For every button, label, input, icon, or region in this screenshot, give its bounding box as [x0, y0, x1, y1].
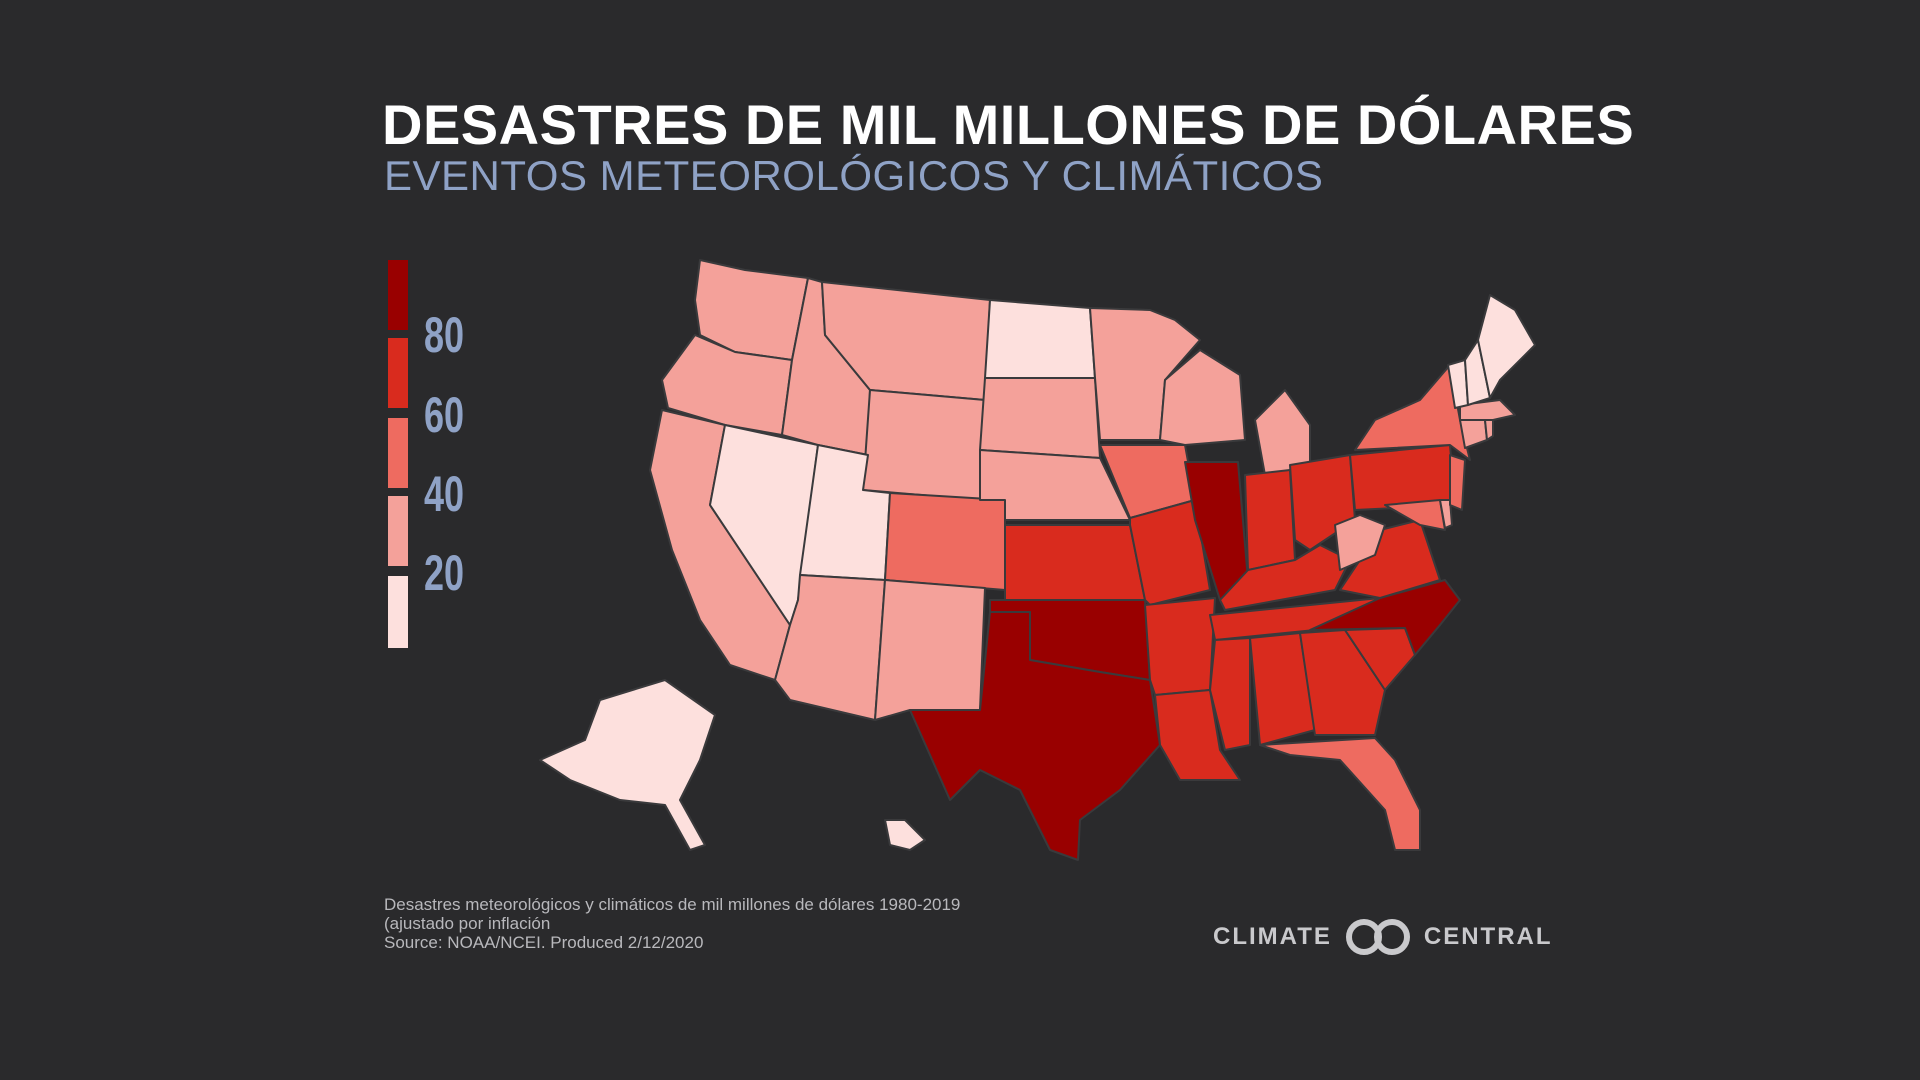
state-IN — [1244, 469, 1296, 571]
state-DE — [1439, 499, 1453, 529]
legend-label-80: 80 — [424, 307, 465, 363]
state-RI — [1484, 419, 1494, 441]
state-FL — [1259, 737, 1421, 851]
legend-swatch-1 — [388, 576, 408, 648]
state-ND — [984, 299, 1096, 379]
state-WI — [1159, 349, 1246, 446]
state-MA — [1459, 399, 1516, 421]
state-MS — [1209, 637, 1251, 751]
legend-swatch-4 — [388, 338, 408, 408]
state-WY — [862, 389, 986, 501]
state-SD — [979, 377, 1101, 459]
legend-label-40: 40 — [424, 466, 465, 522]
legend-label-20: 20 — [424, 545, 465, 601]
legend-swatch-3 — [388, 418, 408, 488]
logo-left-word: CLIMATE — [1213, 923, 1332, 950]
footnote-line-3: Source: NOAA/NCEI. Produced 2/12/2020 — [384, 933, 704, 952]
state-CT — [1459, 419, 1488, 449]
footnote-line-1: Desastres meteorológicos y climáticos de… — [384, 895, 961, 914]
state-TX — [909, 611, 1161, 861]
state-HI — [884, 819, 926, 851]
state-CO — [884, 492, 1006, 591]
map-subtitle: EVENTOS METEOROLÓGICOS Y CLIMÁTICOS — [384, 152, 1324, 199]
legend-swatch-2 — [388, 496, 408, 566]
legend-swatch-5 — [388, 260, 408, 330]
map-title: DESASTRES DE MIL MILLONES DE DÓLARES — [382, 93, 1635, 156]
state-KY — [1219, 544, 1351, 611]
state-MI — [1254, 389, 1311, 476]
logo-right-word: CENTRAL — [1423, 923, 1553, 950]
logo-rings-icon — [1345, 919, 1410, 955]
state-WV — [1334, 514, 1386, 571]
state-AR — [1144, 597, 1216, 696]
climate-central-logo: CLIMATE CENTRAL — [1213, 917, 1553, 957]
state-AK — [539, 679, 716, 851]
footnote: Desastres meteorológicos y climáticos de… — [384, 895, 960, 952]
state-OR — [661, 334, 793, 436]
state-KS — [1004, 524, 1146, 601]
state-ME — [1477, 294, 1536, 399]
state-NE — [979, 449, 1131, 521]
state-MD — [1384, 499, 1446, 531]
state-NJ — [1449, 454, 1466, 511]
footnote-line-2: (ajustado por inflación — [384, 914, 551, 933]
legend-label-60: 60 — [424, 387, 465, 443]
color-legend: 80 60 40 20 — [388, 260, 508, 650]
state-NM — [874, 579, 986, 721]
state-GA — [1299, 629, 1386, 736]
